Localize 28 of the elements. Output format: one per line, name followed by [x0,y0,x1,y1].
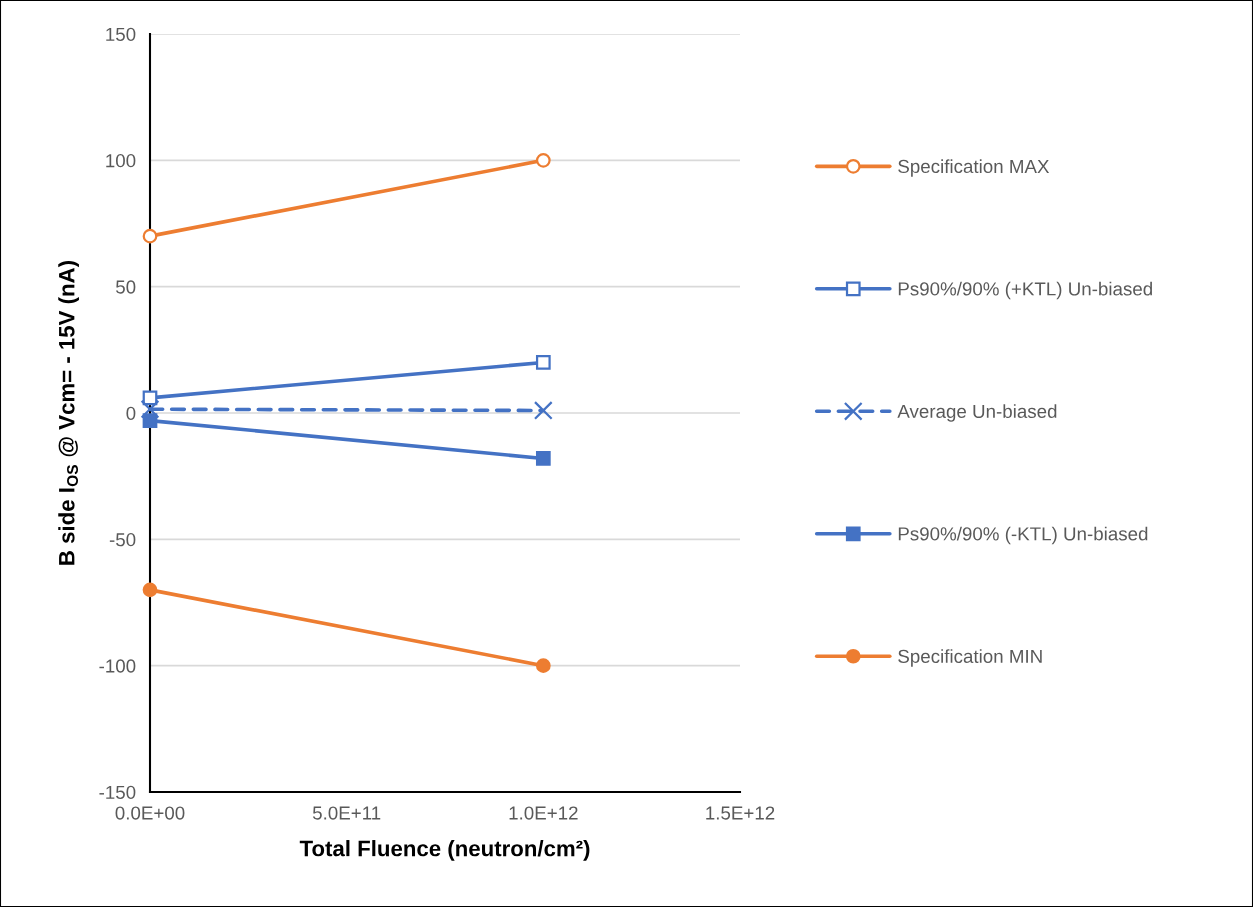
legend-label: Average Un-biased [897,404,1057,422]
point [535,355,551,370]
y-tick-label: -150 [99,785,136,799]
y-tick-label: 50 [116,280,136,294]
point [142,582,158,598]
point [142,390,158,406]
x-axis-title: Total Fluence (neutron/cm²) [299,840,590,861]
y-tick-label: -100 [99,659,136,673]
point [142,228,158,244]
y-axis-title: B side I$_{OS}$ @ Vcm= - 15V (nA) [58,261,79,565]
y-tick-label: 100 [106,154,136,168]
x-tick-label: 1.5E+12 [706,806,775,820]
x-tick-label: 0.0E+00 [115,806,185,820]
point [535,152,551,168]
point [535,451,551,466]
legend-label: Ps90%/90% (+KTL) Un-biased [898,281,1152,300]
y-tick-label: -50 [109,533,136,547]
point [142,413,158,428]
x-tick-label: 5.0E+11 [312,806,381,820]
point [533,401,553,420]
legend-label: Ps90%/90% (-KTL) Un-biased [898,526,1148,545]
point [140,399,160,419]
x-tick-label: 1.0E+12 [509,806,578,820]
y-tick-label: 0 [126,406,136,420]
legend-label: Specification MIN [898,649,1042,667]
y-tick-label: 150 [106,27,136,41]
point [535,658,551,674]
legend-label: Specification MAX [898,159,1050,177]
